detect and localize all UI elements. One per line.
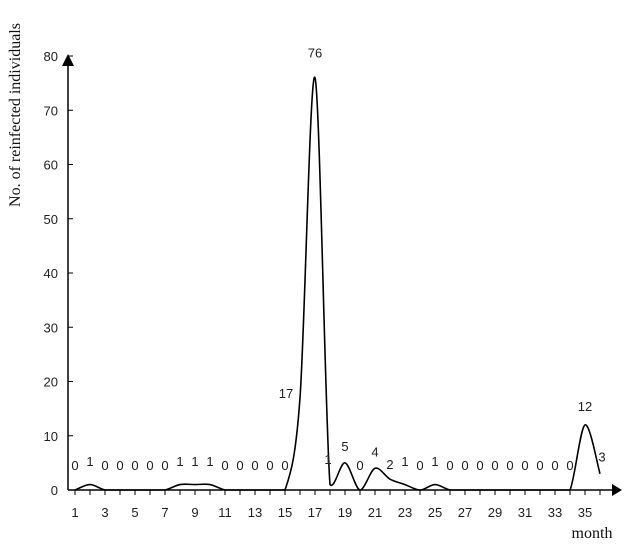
data-label: 1 — [191, 454, 198, 469]
data-label: 0 — [506, 458, 513, 473]
x-axis-title: month — [572, 525, 613, 542]
y-ticks: 0 10 20 30 40 50 60 70 80 — [44, 49, 73, 498]
x-tick-label: 5 — [131, 505, 138, 520]
y-axis-title: No. of reinfected individuals — [7, 23, 24, 207]
x-axis-arrow — [612, 484, 622, 496]
data-label: 0 — [416, 458, 423, 473]
data-label: 1 — [324, 452, 331, 467]
x-tick-label: 27 — [458, 505, 472, 520]
data-label: 0 — [476, 458, 483, 473]
data-label: 0 — [461, 458, 468, 473]
x-ticks: 1 3 5 7 9 11 13 15 17 19 21 23 25 27 29 31 33 35 — [71, 490, 601, 520]
data-label: 0 — [491, 458, 498, 473]
data-label: 17 — [279, 386, 293, 401]
x-tick-label: 23 — [398, 505, 412, 520]
series-line — [74, 76, 601, 491]
data-label: 0 — [521, 458, 528, 473]
data-label: 1 — [176, 454, 183, 469]
data-label: 1 — [206, 454, 213, 469]
data-label: 0 — [536, 458, 543, 473]
data-label: 4 — [371, 444, 378, 459]
data-label: 76 — [308, 46, 322, 61]
x-tick-label: 17 — [308, 505, 322, 520]
y-tick-label: 20 — [44, 375, 58, 390]
data-label: 2 — [386, 457, 393, 472]
data-label: 0 — [116, 458, 123, 473]
x-tick-label: 33 — [548, 505, 562, 520]
data-label: 1 — [431, 454, 438, 469]
data-label: 0 — [266, 458, 273, 473]
data-label: 1 — [401, 454, 408, 469]
data-label: 0 — [551, 458, 558, 473]
data-label: 0 — [161, 458, 168, 473]
x-tick-label: 15 — [278, 505, 292, 520]
x-tick-label: 7 — [161, 505, 168, 520]
x-tick-label: 13 — [248, 505, 262, 520]
y-axis-arrow — [62, 54, 74, 66]
y-tick-label: 70 — [44, 103, 58, 118]
x-tick-label: 3 — [101, 505, 108, 520]
x-tick-label: 35 — [578, 505, 592, 520]
data-label: 0 — [236, 458, 243, 473]
x-tick-label: 19 — [338, 505, 352, 520]
x-tick-label: 25 — [428, 505, 442, 520]
data-label: 0 — [281, 458, 288, 473]
data-label: 12 — [578, 399, 592, 414]
y-axis — [62, 54, 74, 490]
data-label: 0 — [251, 458, 258, 473]
x-tick-label: 11 — [218, 505, 232, 520]
data-label: 0 — [446, 458, 453, 473]
data-label: 0 — [101, 458, 108, 473]
data-label: 3 — [598, 450, 605, 465]
y-tick-label: 0 — [51, 483, 58, 498]
data-label: 0 — [356, 458, 363, 473]
x-tick-label: 31 — [518, 505, 532, 520]
data-label: 0 — [221, 458, 228, 473]
data-label: 0 — [566, 458, 573, 473]
data-label: 0 — [71, 458, 78, 473]
data-label: 5 — [341, 439, 348, 454]
x-tick-label: 1 — [71, 505, 78, 520]
data-label: 1 — [86, 454, 93, 469]
y-tick-label: 60 — [44, 158, 58, 173]
y-tick-label: 80 — [44, 49, 58, 64]
y-tick-label: 10 — [44, 429, 58, 444]
data-label: 0 — [131, 458, 138, 473]
x-tick-label: 9 — [191, 505, 198, 520]
x-tick-label: 21 — [368, 505, 382, 520]
y-tick-label: 40 — [44, 266, 58, 281]
x-tick-label: 29 — [488, 505, 502, 520]
data-label: 0 — [146, 458, 153, 473]
y-tick-label: 50 — [44, 212, 58, 227]
y-tick-label: 30 — [44, 320, 58, 335]
